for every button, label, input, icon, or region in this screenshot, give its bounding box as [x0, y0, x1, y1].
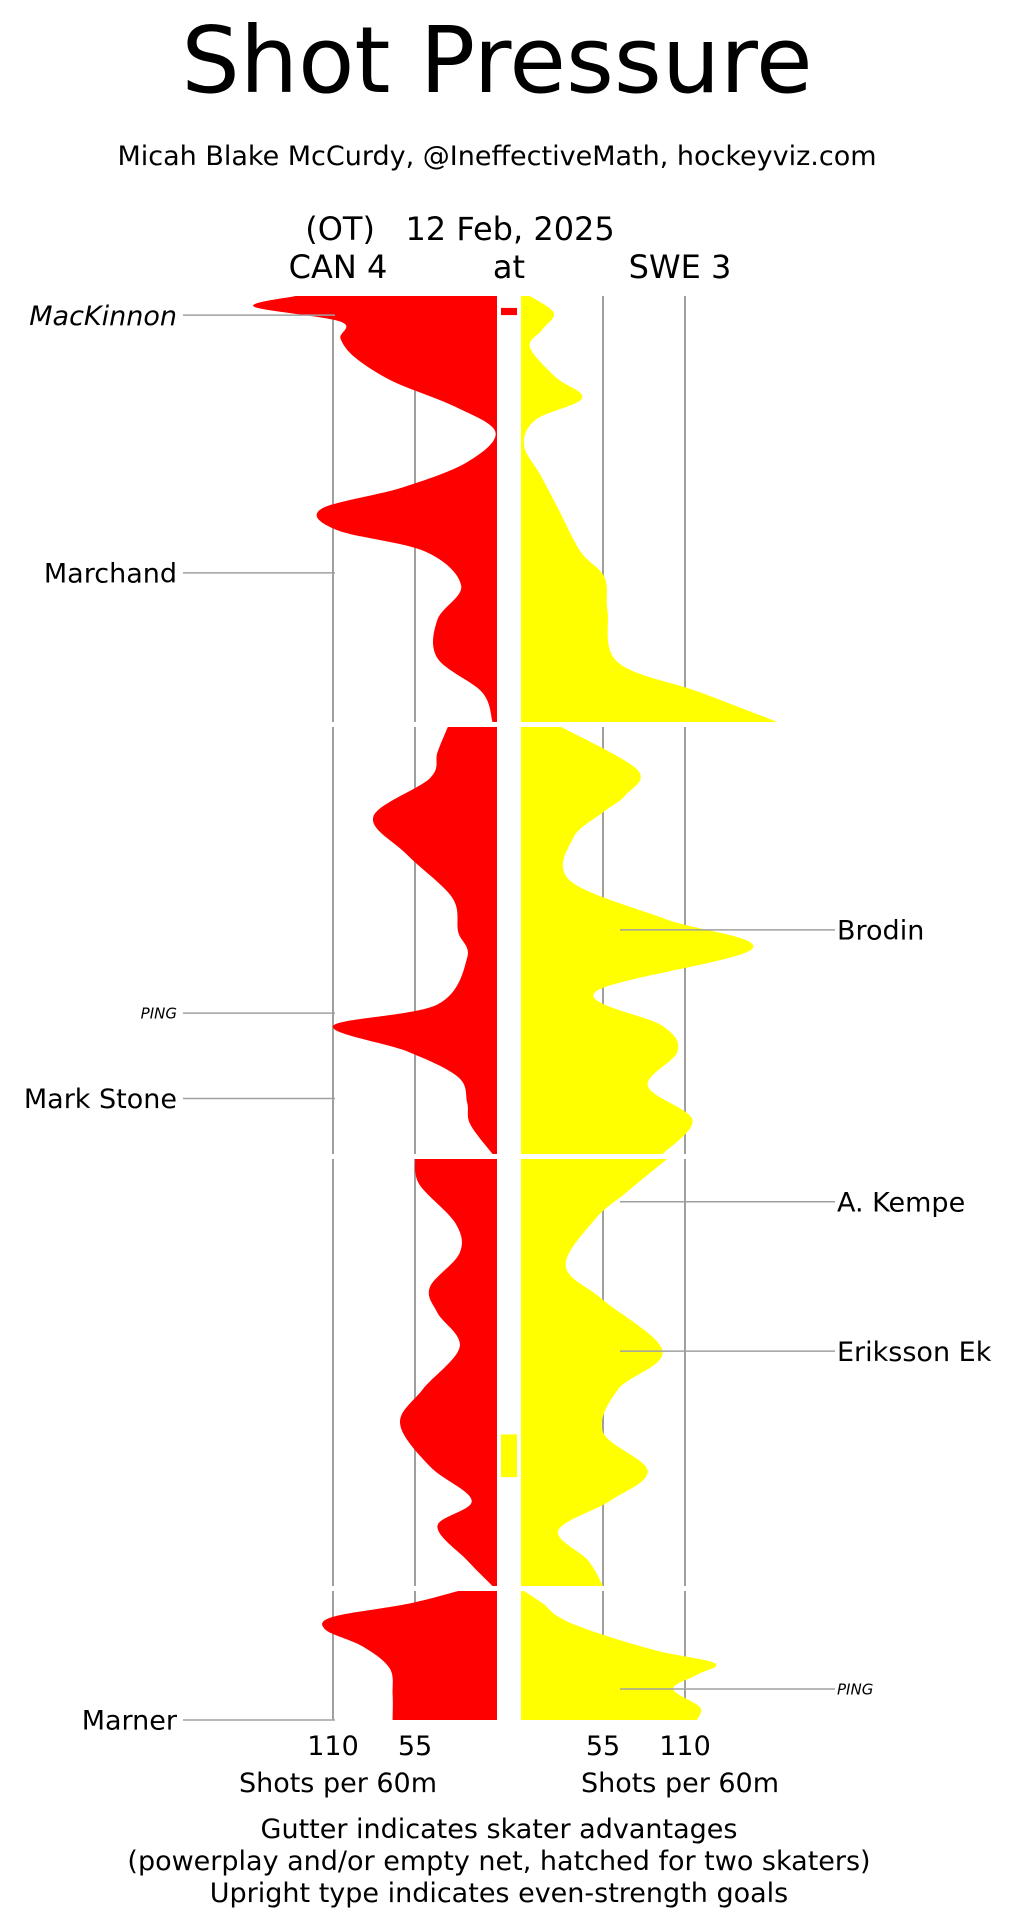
- footer-line-3: Upright type indicates even-strength goa…: [210, 1878, 788, 1909]
- at-label: at: [493, 248, 525, 286]
- gutter-advantage-mark: [501, 307, 517, 316]
- away-pressure-area-p2: [332, 727, 497, 1154]
- home-pressure-area-p4: [521, 1591, 717, 1720]
- period-separator: [300, 722, 800, 727]
- player-label: Marchand: [44, 559, 177, 590]
- tick-label-left: 55: [398, 1731, 432, 1762]
- chart-subtitle: Micah Blake McCurdy, @IneffectiveMath, h…: [117, 141, 876, 172]
- away-pressure-area-p4: [322, 1591, 497, 1720]
- period-separators: [300, 722, 800, 1591]
- tick-label-right: 55: [586, 1731, 620, 1762]
- player-annotations: MacKinnon Marchand Brodin PING Mark Stone A. …: [24, 301, 992, 1737]
- player-label: Mark Stone: [24, 1084, 177, 1115]
- away-team-label: CAN 4: [289, 248, 388, 286]
- chart-title: Shot Pressure: [181, 7, 812, 114]
- player-label: Eriksson Ek: [837, 1337, 992, 1368]
- period-separator: [300, 1586, 800, 1591]
- axis-ticks: 110 55 55 110: [307, 1731, 711, 1762]
- away-pressure-area-p3: [400, 1159, 497, 1586]
- player-label: PING: [141, 1005, 177, 1023]
- series-layer: [253, 296, 778, 1720]
- gutter-layer: [501, 307, 517, 1478]
- player-label: Brodin: [837, 916, 924, 947]
- x-axis-label-left: Shots per 60m: [239, 1768, 437, 1799]
- home-pressure-area-p1: [521, 296, 778, 722]
- tick-label-right: 110: [659, 1731, 711, 1762]
- player-label: Marner: [82, 1706, 178, 1737]
- player-label: A. Kempe: [837, 1187, 965, 1218]
- away-pressure-area-p1: [253, 296, 497, 722]
- footer-line-2: (powerplay and/or empty net, hatched for…: [127, 1846, 870, 1877]
- home-pressure-area-p3: [521, 1159, 668, 1586]
- home-team-label: SWE 3: [629, 248, 732, 286]
- gutter-advantage-mark: [501, 1434, 517, 1478]
- player-label: PING: [837, 1680, 873, 1698]
- x-axis-label-right: Shots per 60m: [581, 1768, 779, 1799]
- tick-label-left: 110: [307, 1731, 359, 1762]
- game-info: (OT) 12 Feb, 2025: [305, 210, 615, 248]
- home-pressure-area-p2: [521, 727, 754, 1154]
- period-separator: [300, 1154, 800, 1159]
- footer-line-1: Gutter indicates skater advantages: [261, 1814, 738, 1845]
- player-label: MacKinnon: [29, 301, 177, 332]
